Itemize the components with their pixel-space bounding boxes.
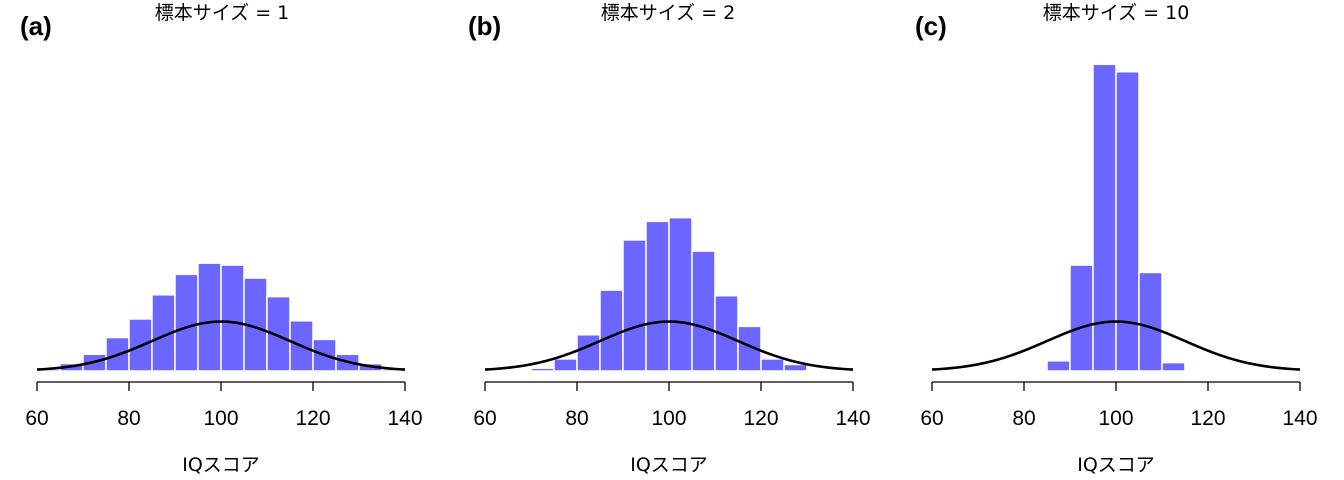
x-tick-label: 140 [387, 407, 422, 430]
panel-label: (b) [468, 11, 501, 41]
histogram-bar [599, 289, 624, 372]
histogram-bar [1092, 63, 1117, 372]
normal-curve [931, 320, 1301, 371]
histogram-bar [691, 250, 716, 372]
histogram-bar [576, 334, 601, 372]
x-tick-label: 100 [1098, 407, 1133, 430]
histogram-bar [530, 367, 555, 372]
x-tick-label: 100 [203, 407, 238, 430]
x-tick-label: 60 [25, 407, 48, 430]
histogram-bar [783, 363, 808, 372]
histogram-bar [668, 216, 693, 372]
x-axis-title: IQスコア [182, 454, 260, 476]
histogram-bar [174, 273, 199, 372]
panel-label: (c) [915, 11, 947, 41]
x-tick-label: 120 [1190, 407, 1225, 430]
x-tick-label: 80 [117, 407, 140, 430]
histogram-bar [1138, 271, 1163, 372]
x-tick-label: 120 [295, 407, 330, 430]
chart-title: 標本サイズ = 1 [155, 2, 290, 24]
histogram-bar [1161, 361, 1186, 372]
panel-label: (a) [20, 11, 52, 41]
histogram-bar [220, 264, 245, 372]
histogram-bar [553, 358, 578, 372]
x-tick-label: 80 [1012, 407, 1035, 430]
x-tick-label: 60 [920, 407, 943, 430]
histogram-bar [507, 369, 532, 372]
panel-3: (c) 標本サイズ = 10 60 80 100 120 140 IQスコア [915, 2, 1318, 476]
x-tick-label: 60 [473, 407, 496, 430]
panel-1: (a) 標本サイズ = 1 60 80 100 120 140 IQスコア [20, 2, 423, 476]
chart-title: 標本サイズ = 10 [1043, 2, 1190, 24]
histogram-bar [760, 358, 785, 372]
histogram-bar [1069, 264, 1094, 372]
x-tick-label: 120 [743, 407, 778, 430]
histogram-bar [737, 325, 762, 372]
histogram-bar [1115, 70, 1140, 372]
histogram-bar [622, 239, 647, 372]
x-tick-label: 140 [835, 407, 870, 430]
panel-2: (b) 標本サイズ = 2 60 80 100 120 140 IQスコア [468, 2, 871, 476]
histogram-bar [645, 220, 670, 372]
x-axis-title: IQスコア [1077, 454, 1155, 476]
histogram-bar [1046, 360, 1071, 372]
histogram-bar [197, 262, 222, 372]
x-tick-label: 80 [565, 407, 588, 430]
x-tick-label: 140 [1282, 407, 1317, 430]
x-axis-title: IQスコア [630, 454, 708, 476]
x-tick-label: 100 [651, 407, 686, 430]
normal-curve [484, 320, 854, 371]
normal-curve [36, 320, 406, 371]
chart-title: 標本サイズ = 2 [601, 2, 736, 24]
